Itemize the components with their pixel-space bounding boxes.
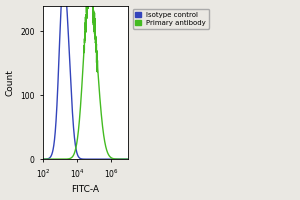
Legend: Isotype control, Primary antibody: Isotype control, Primary antibody — [133, 9, 209, 29]
X-axis label: FITC-A: FITC-A — [72, 185, 100, 194]
Y-axis label: Count: Count — [6, 69, 15, 96]
